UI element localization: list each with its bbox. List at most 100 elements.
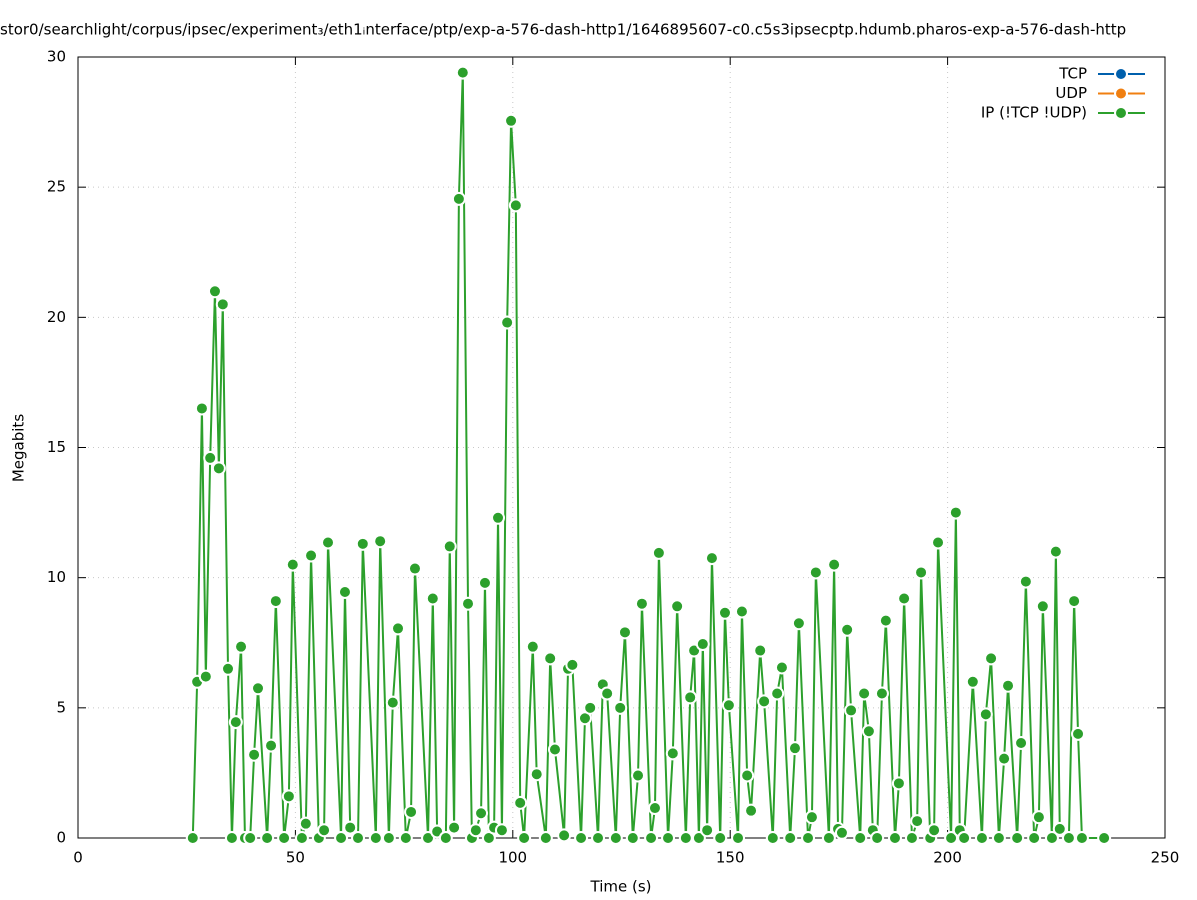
data-point — [834, 825, 849, 840]
data-point — [513, 795, 528, 810]
data-point — [791, 616, 806, 631]
data-point — [591, 831, 606, 845]
data-point — [381, 831, 396, 845]
data-point — [447, 820, 462, 835]
data-point — [247, 747, 262, 762]
data-point — [683, 690, 698, 705]
data-point — [704, 551, 719, 566]
data-point — [853, 831, 868, 845]
data-point — [821, 831, 836, 845]
data-point — [1061, 831, 1076, 845]
data-point — [234, 639, 249, 654]
data-point — [451, 191, 466, 206]
data-point — [251, 681, 266, 696]
data-point — [770, 686, 785, 701]
data-point — [228, 715, 243, 730]
data-point — [695, 637, 710, 652]
data-point — [887, 831, 902, 845]
data-point — [285, 557, 300, 572]
data-point — [891, 776, 906, 791]
data-point — [198, 669, 213, 684]
data-point — [808, 565, 823, 580]
data-point — [644, 831, 659, 845]
data-point — [385, 695, 400, 710]
data-point — [543, 651, 558, 666]
data-point — [1018, 574, 1033, 589]
data-point — [804, 810, 819, 825]
y-tick-label: 5 — [56, 698, 66, 716]
data-point — [500, 315, 515, 330]
data-point — [631, 768, 646, 783]
data-point — [277, 831, 292, 845]
legend-marker — [1114, 106, 1128, 120]
data-point — [243, 831, 258, 845]
data-point — [731, 831, 746, 845]
data-point — [368, 831, 383, 845]
data-point — [931, 535, 946, 550]
data-point — [651, 545, 666, 560]
data-point — [1044, 831, 1059, 845]
y-tick-label: 0 — [56, 829, 66, 847]
data-point — [878, 613, 893, 628]
legend-label: UDP — [1055, 84, 1087, 102]
data-point — [264, 738, 279, 753]
data-point — [438, 831, 453, 845]
data-point — [661, 831, 676, 845]
data-point — [442, 539, 457, 554]
data-point — [1001, 678, 1016, 693]
data-point — [317, 823, 332, 838]
data-point — [984, 651, 999, 666]
data-point — [211, 461, 226, 476]
data-point — [1074, 831, 1089, 845]
x-tick-label: 50 — [286, 849, 305, 867]
data-point — [647, 801, 662, 816]
data-point — [965, 674, 980, 689]
data-point — [948, 505, 963, 520]
data-point — [557, 828, 572, 843]
data-point — [203, 450, 218, 465]
data-point — [565, 657, 580, 672]
data-point — [508, 198, 523, 213]
data-point — [185, 831, 200, 845]
y-tick-label: 20 — [47, 308, 66, 326]
data-point — [844, 703, 859, 718]
data-point — [391, 621, 406, 636]
data-point — [494, 823, 509, 838]
legend-marker — [1114, 67, 1128, 81]
data-point — [504, 113, 519, 128]
data-point — [753, 643, 768, 658]
data-point — [1071, 726, 1086, 741]
data-point — [897, 591, 912, 606]
data-point — [713, 831, 728, 845]
data-point — [801, 831, 816, 845]
data-point — [194, 401, 209, 416]
data-point — [840, 622, 855, 637]
data-point — [827, 557, 842, 572]
data-point — [678, 831, 693, 845]
data-point — [221, 661, 236, 676]
data-point — [294, 831, 309, 845]
y-tick-label: 25 — [47, 178, 66, 196]
legend-label: TCP — [1058, 65, 1087, 83]
data-point — [1027, 831, 1042, 845]
data-point — [944, 831, 959, 845]
data-point — [491, 510, 506, 525]
data-point — [547, 742, 562, 757]
data-point — [670, 599, 685, 614]
data-point — [765, 831, 780, 845]
data-point — [910, 814, 925, 829]
data-point — [665, 746, 680, 761]
data-point — [404, 804, 419, 819]
data-point — [583, 700, 598, 715]
y-axis-label: Megabits — [10, 414, 28, 482]
data-point — [600, 686, 615, 701]
x-tick-label: 200 — [933, 849, 962, 867]
data-point — [461, 596, 476, 611]
data-point — [978, 707, 993, 722]
data-point — [281, 789, 296, 804]
x-axis-label: Time (s) — [590, 878, 652, 896]
data-point — [268, 594, 283, 609]
data-point — [1067, 594, 1082, 609]
data-point — [407, 561, 422, 576]
